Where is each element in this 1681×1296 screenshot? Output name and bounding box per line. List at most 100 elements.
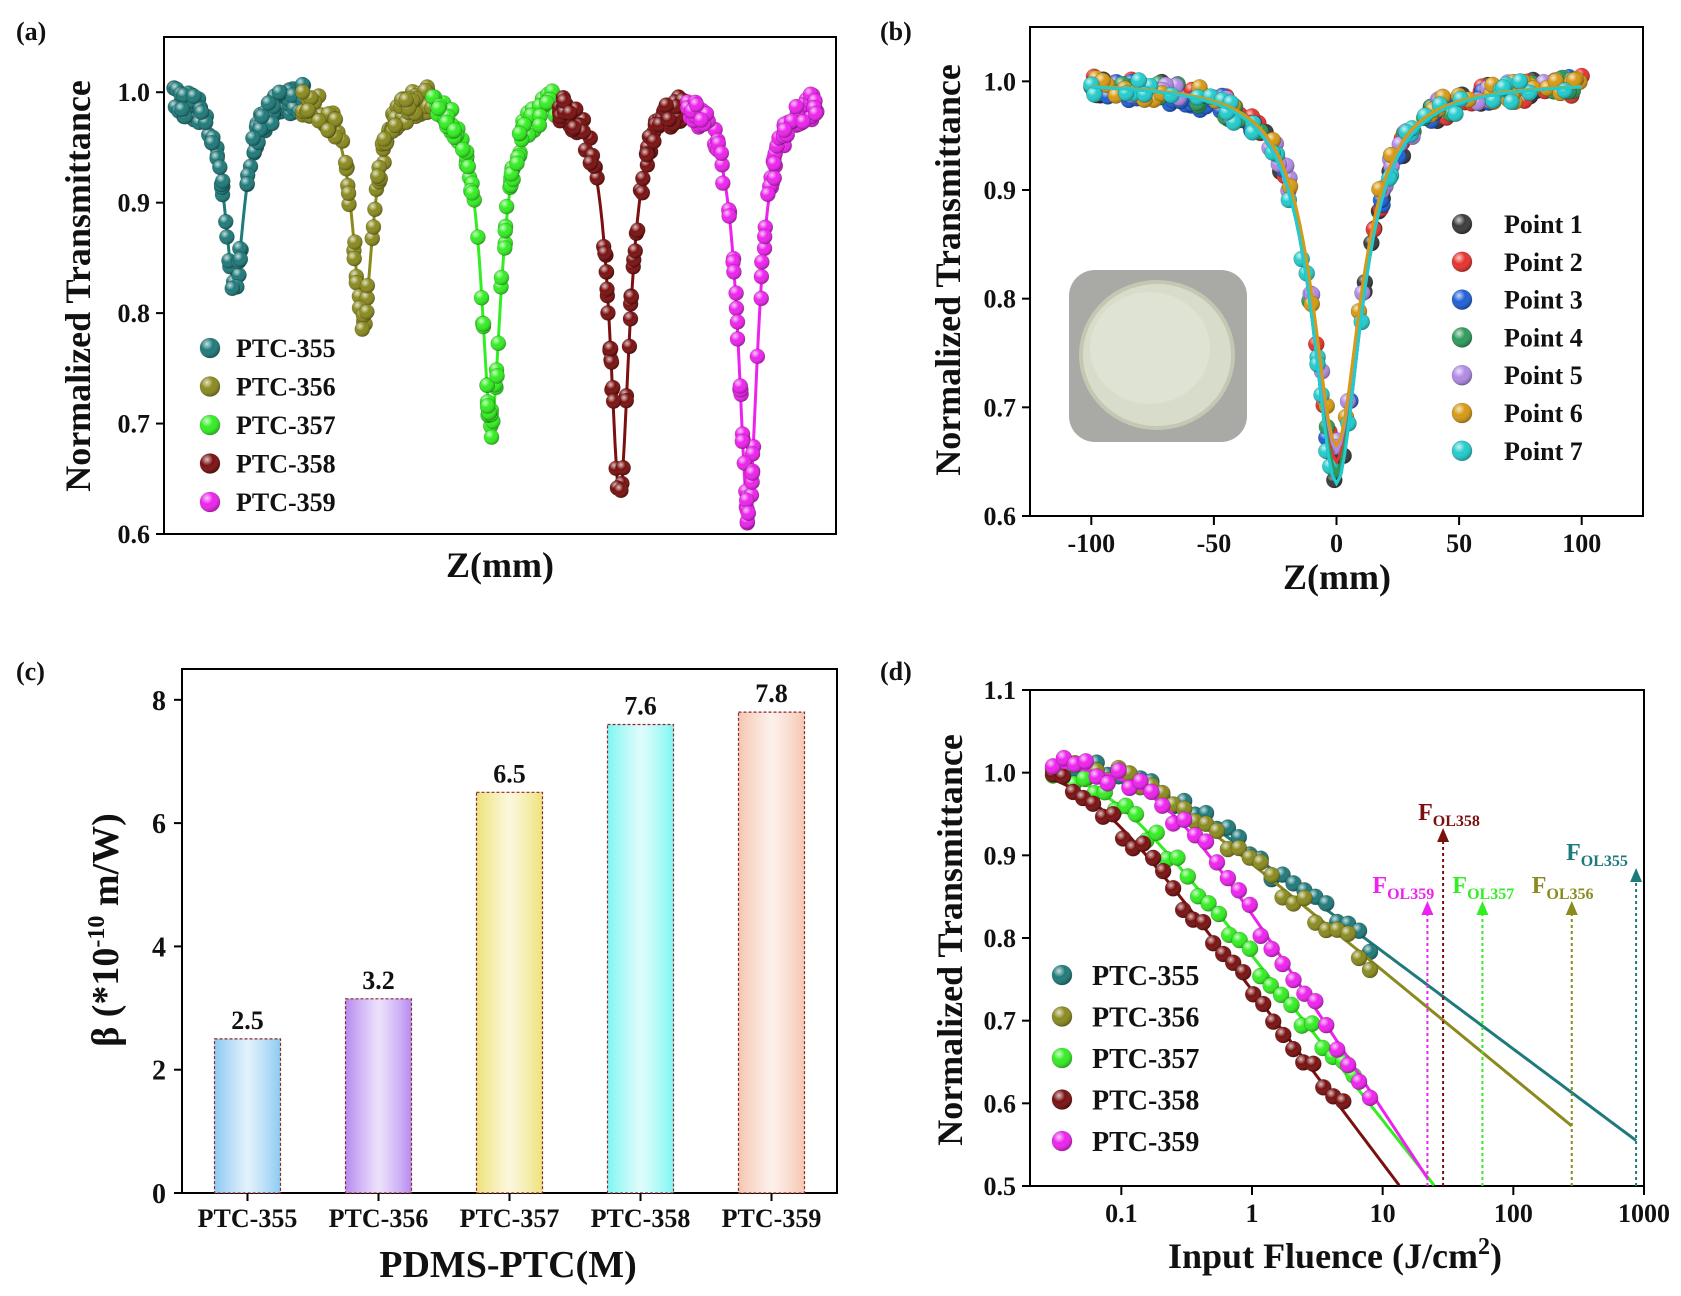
c-value-label: 7.8 — [755, 679, 788, 708]
a-point-shine — [622, 311, 638, 327]
d-point-shine — [1265, 1013, 1282, 1030]
a-point-shine — [721, 208, 737, 224]
d-ytick-label: 1.1 — [984, 676, 1017, 705]
d-point-shine — [1225, 954, 1242, 971]
a-ytick-label: 1.0 — [118, 78, 151, 107]
d-legend-label: PTC-356 — [1092, 1003, 1199, 1034]
a-point-shine — [598, 264, 614, 280]
d-point-shine — [1085, 795, 1102, 812]
a-point-shine — [757, 240, 773, 256]
a-point-shine — [365, 219, 381, 235]
d-point-shine — [1351, 949, 1368, 966]
a-point-shine — [627, 243, 643, 259]
d-point-shine — [1055, 768, 1072, 785]
a-point-shine — [599, 281, 615, 297]
c-category-label: PTC-358 — [591, 1204, 691, 1233]
a-point-shine — [728, 285, 744, 301]
d-legend-label: PTC-358 — [1092, 1086, 1199, 1117]
d-point-shine — [1105, 806, 1122, 823]
d-series-PTC-359 — [1044, 749, 1429, 1179]
b-legend-label: Point 6 — [1504, 399, 1583, 428]
d-point-shine — [1335, 1093, 1352, 1110]
a-point-shine — [623, 289, 639, 305]
a-point-shine — [734, 433, 750, 449]
a-point-shine — [327, 111, 343, 127]
a-point-shine — [215, 173, 231, 189]
d-point-shine — [1175, 901, 1192, 918]
a-point-shine — [808, 105, 824, 121]
d-threshold-label: FOL355 — [1566, 840, 1628, 870]
a-point-shine — [788, 99, 804, 115]
d-point-shine — [1275, 1026, 1292, 1043]
d-point-shine — [1176, 811, 1193, 828]
a-point-shine — [715, 175, 731, 191]
d-point-shine — [1195, 914, 1212, 931]
a-ytick-label: 0.6 — [118, 520, 151, 549]
a-ytick-label: 0.8 — [118, 299, 151, 328]
d-point-shine — [1077, 753, 1094, 770]
a-series-PTC-358 — [551, 89, 695, 499]
a-point-shine — [367, 201, 383, 217]
chart-d: 0.5 0.6 0.7 0.8 0.9 1.0 1.1 0.1 1 10 100 1000 FOL3… — [930, 676, 1670, 1276]
a-point-shine — [346, 251, 362, 267]
a-point-shine — [740, 505, 756, 521]
a-point-shine — [497, 223, 513, 239]
d-point-shine — [1179, 868, 1196, 885]
b-point-shine — [1511, 73, 1528, 90]
a-point-shine — [732, 378, 748, 394]
a-point-shine — [354, 321, 370, 337]
d-point-shine — [1263, 867, 1280, 884]
c-bar-shade — [344, 998, 413, 1194]
chart-a: 0.6 0.7 0.8 0.9 1.0 PTC-355 PTC-356 PTC-357 PTC… — [58, 36, 837, 585]
d-ytick-label: 1.0 — [984, 759, 1017, 788]
d-point-shine — [1208, 822, 1225, 839]
chart-a-frame — [163, 36, 837, 535]
a-point-shine — [630, 222, 646, 238]
b-point-shine — [1086, 86, 1103, 103]
c-value-label: 2.5 — [231, 1006, 264, 1035]
a-legend-label: PTC-356 — [236, 373, 336, 402]
b-point-shine — [1130, 72, 1147, 89]
a-point-shine — [776, 122, 792, 138]
d-legend-marker-shine — [1052, 1048, 1072, 1068]
d-point-shine — [1127, 806, 1144, 823]
d-point-shine — [1132, 773, 1149, 790]
a-point-shine — [231, 267, 247, 283]
d-point-shine — [1115, 830, 1132, 847]
d-point-shine — [1285, 1041, 1302, 1058]
d-point-shine — [1235, 964, 1252, 981]
d-point-shine — [1318, 895, 1335, 912]
a-point-shine — [245, 130, 261, 146]
d-point-shine — [1210, 906, 1227, 923]
a-point-shine — [320, 122, 336, 138]
a-point-shine — [174, 101, 190, 117]
a-point-shine — [713, 145, 729, 161]
d-point-shine — [1165, 880, 1182, 897]
a-point-shine — [232, 241, 248, 257]
d-point-shine — [1274, 956, 1291, 973]
b-legend-marker-shine — [1452, 327, 1472, 348]
b-xtick-label: 50 — [1446, 529, 1472, 558]
a-point-shine — [387, 117, 403, 133]
panel-label-d: (d) — [880, 657, 912, 686]
d-point-shine — [1110, 762, 1127, 779]
a-point-shine — [661, 111, 677, 127]
a-point-shine — [300, 102, 316, 118]
a-point-shine — [430, 100, 446, 116]
b-xtick-label: -50 — [1197, 529, 1232, 558]
d-legend-marker-shine — [1052, 1131, 1072, 1151]
a-point-shine — [480, 398, 496, 414]
d-threshold-label: FOL357 — [1452, 873, 1514, 903]
a-point-shine — [484, 429, 500, 445]
a-point-shine — [212, 159, 228, 175]
a-point-shine — [260, 95, 276, 111]
a-point-shine — [754, 254, 770, 270]
d-point-shine — [1362, 1089, 1379, 1106]
c-ytick-label: 2 — [152, 1056, 166, 1087]
a-point-shine — [376, 131, 392, 147]
d-point-shine — [1045, 758, 1062, 775]
a-point-shine — [186, 88, 202, 104]
d-ytick-label: 0.8 — [984, 924, 1017, 953]
d-point-shine — [1252, 854, 1269, 871]
d-point-shine — [1318, 1017, 1335, 1034]
